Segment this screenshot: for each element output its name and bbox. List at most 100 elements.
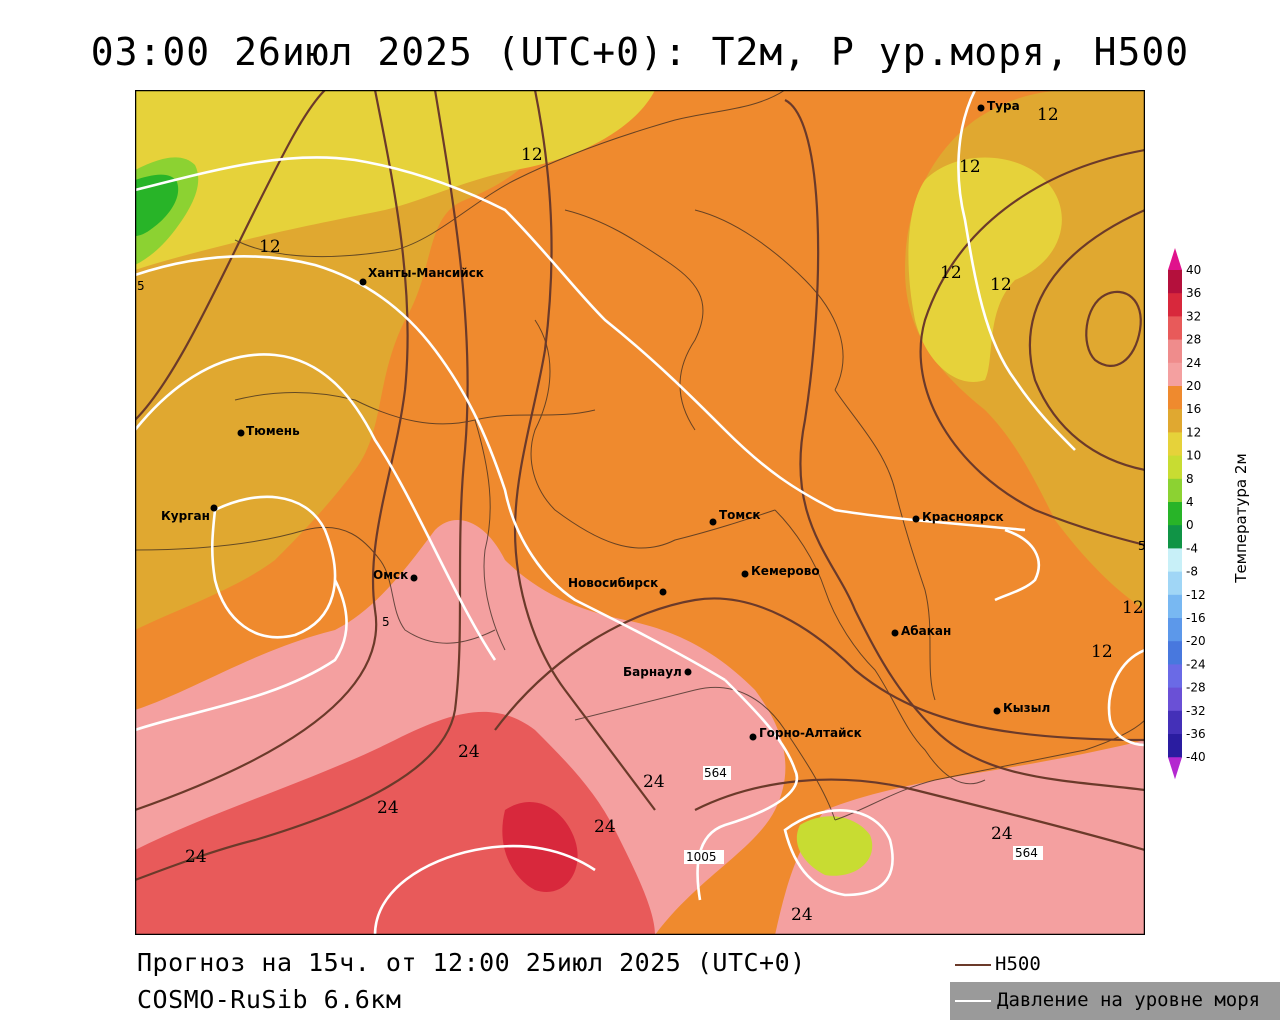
city-dot-krasnoyarsk	[912, 515, 920, 523]
colorbar-swatch	[1168, 455, 1182, 480]
temp-field-0-4-nw	[135, 174, 179, 236]
colorbar-bottom-arrow	[1168, 757, 1182, 780]
map-title: 03:00 26июл 2025 (UTC+0): T2м, P ур.моря…	[90, 30, 1190, 74]
colorbar-tick-label: 28	[1186, 333, 1201, 347]
city-label-barnaul: Барнаул	[623, 665, 682, 679]
colorbar-tick-label: -40	[1186, 750, 1206, 764]
h500-legend-label: H500	[995, 953, 1041, 975]
temp-field-8-12-altai	[796, 816, 873, 876]
pressure-isobars	[135, 90, 1145, 935]
city-label-novosibirsk: Новосибирск	[568, 576, 658, 590]
isotherm-label: 12	[1091, 642, 1113, 662]
colorbar-swatch	[1168, 316, 1182, 341]
colorbar-tick-label: 12	[1186, 425, 1201, 439]
isotherm-label: 12	[959, 157, 981, 177]
city-dot-novosibirsk	[659, 588, 667, 596]
forecast-info: Прогноз на 15ч. от 12:00 25июл 2025 (UTC…	[137, 948, 806, 977]
isotherm-label: 12	[940, 263, 962, 283]
temp-field-20-24-se	[775, 740, 1145, 935]
edge-label: 5	[1138, 539, 1145, 553]
city-label-tura: Тура	[987, 99, 1020, 113]
city-markers	[210, 104, 1001, 741]
colorbar-swatch	[1168, 270, 1182, 294]
city-label-kemerovo: Кемерово	[751, 564, 820, 578]
colorbar-swatch	[1168, 386, 1182, 410]
city-label-kyzyl: Кызыл	[1003, 701, 1050, 715]
edge-label: 5	[137, 279, 145, 293]
colorbar-swatch	[1168, 618, 1182, 642]
colorbar-swatch	[1168, 525, 1182, 549]
isotherm-label: 24	[643, 772, 665, 792]
colorbar-tick-label: -16	[1186, 611, 1206, 625]
city-dot-gorno-altaysk	[749, 733, 757, 741]
city-label-omsk: Омск	[373, 568, 408, 582]
h500-label: 564	[704, 766, 727, 780]
colorbar-swatch	[1168, 339, 1182, 364]
isotherm-label: 24	[458, 742, 480, 762]
pressure-legend-box	[950, 982, 1280, 1020]
colorbar-swatch	[1168, 594, 1182, 619]
pressure-legend-label: Давление на уровне моря	[997, 989, 1261, 1011]
colorbar-tick-label: -32	[1186, 704, 1206, 718]
city-dot-barnaul	[684, 668, 692, 676]
city-dot-tyumen	[237, 429, 245, 437]
colorbar-swatch	[1168, 362, 1182, 387]
city-dot-kemerovo	[741, 570, 749, 578]
city-label-gorno-altaysk: Горно-Алтайск	[759, 726, 862, 740]
isotherm-label: 12	[1122, 598, 1144, 618]
map-frame	[135, 90, 1145, 935]
temp-field-8-12-east-blob	[908, 157, 1062, 382]
colorbar-swatch	[1168, 710, 1182, 735]
temp-field-8-12-north	[135, 90, 655, 270]
colorbar-swatch	[1168, 548, 1182, 573]
h500-label: 564	[1015, 846, 1038, 860]
city-dot-tura	[977, 104, 985, 112]
edge-label: 5	[382, 615, 390, 629]
colorbar-swatch	[1168, 664, 1182, 689]
isotherm-label: 24	[594, 817, 616, 837]
colorbar-swatch	[1168, 734, 1182, 758]
isotherm-label: 24	[185, 847, 207, 867]
colorbar-swatch	[1168, 409, 1182, 433]
city-label-krasnoyarsk: Красноярск	[922, 510, 1004, 524]
colorbar-title: Температура 2м	[1232, 453, 1250, 583]
colorbar-tick-label: -20	[1186, 634, 1206, 648]
colorbar-swatch	[1168, 293, 1182, 317]
city-label-tomsk: Томск	[719, 508, 761, 522]
model-name: COSMO-RuSib 6.6км	[137, 985, 402, 1014]
h500-contours	[135, 90, 1145, 882]
city-label-tyumen: Тюмень	[246, 424, 300, 438]
colorbar-swatch	[1168, 502, 1182, 526]
city-dot-kurgan	[210, 504, 218, 512]
colorbar-tick-label: 24	[1186, 356, 1201, 370]
isotherm-label: 12	[521, 145, 543, 165]
isotherm-label: 12	[259, 237, 281, 257]
city-dot-omsk	[410, 574, 418, 582]
temperature-map: Тура Ханты-Мансийск Тюмень Курган Омск Н…	[135, 90, 1145, 935]
colorbar-top-arrow	[1168, 248, 1182, 270]
city-dot-kyzyl	[993, 707, 1001, 715]
colorbar-swatch	[1168, 641, 1182, 665]
colorbar-tick-label: 32	[1186, 309, 1201, 323]
colorbar-tick-label: 10	[1186, 449, 1201, 463]
city-label-kurgan: Курган	[161, 509, 210, 523]
colorbar-tick-label: -8	[1186, 565, 1198, 579]
city-dot-tomsk	[709, 518, 717, 526]
city-label-khanty-mansiysk: Ханты-Мансийск	[368, 266, 484, 280]
isotherm-label: 12	[1037, 105, 1059, 125]
colorbar-swatch	[1168, 571, 1182, 596]
colorbar-tick-label: 36	[1186, 286, 1201, 300]
isotherm-label: 24	[377, 798, 399, 818]
colorbar-swatch	[1168, 478, 1182, 503]
colorbar-tick-label: 4	[1186, 495, 1194, 509]
city-label-abakan: Абакан	[901, 624, 951, 638]
colorbar-tick-label: -24	[1186, 657, 1206, 671]
h500-legend-line	[955, 964, 991, 966]
colorbar-tick-label: -12	[1186, 588, 1206, 602]
colorbar-tick-label: -28	[1186, 681, 1206, 695]
colorbar-swatch	[1168, 432, 1182, 457]
colorbar-swatch	[1168, 687, 1182, 712]
isotherm-label: 24	[991, 824, 1013, 844]
isobar-label: 1005	[686, 850, 717, 864]
colorbar-tick-label: -4	[1186, 541, 1198, 555]
